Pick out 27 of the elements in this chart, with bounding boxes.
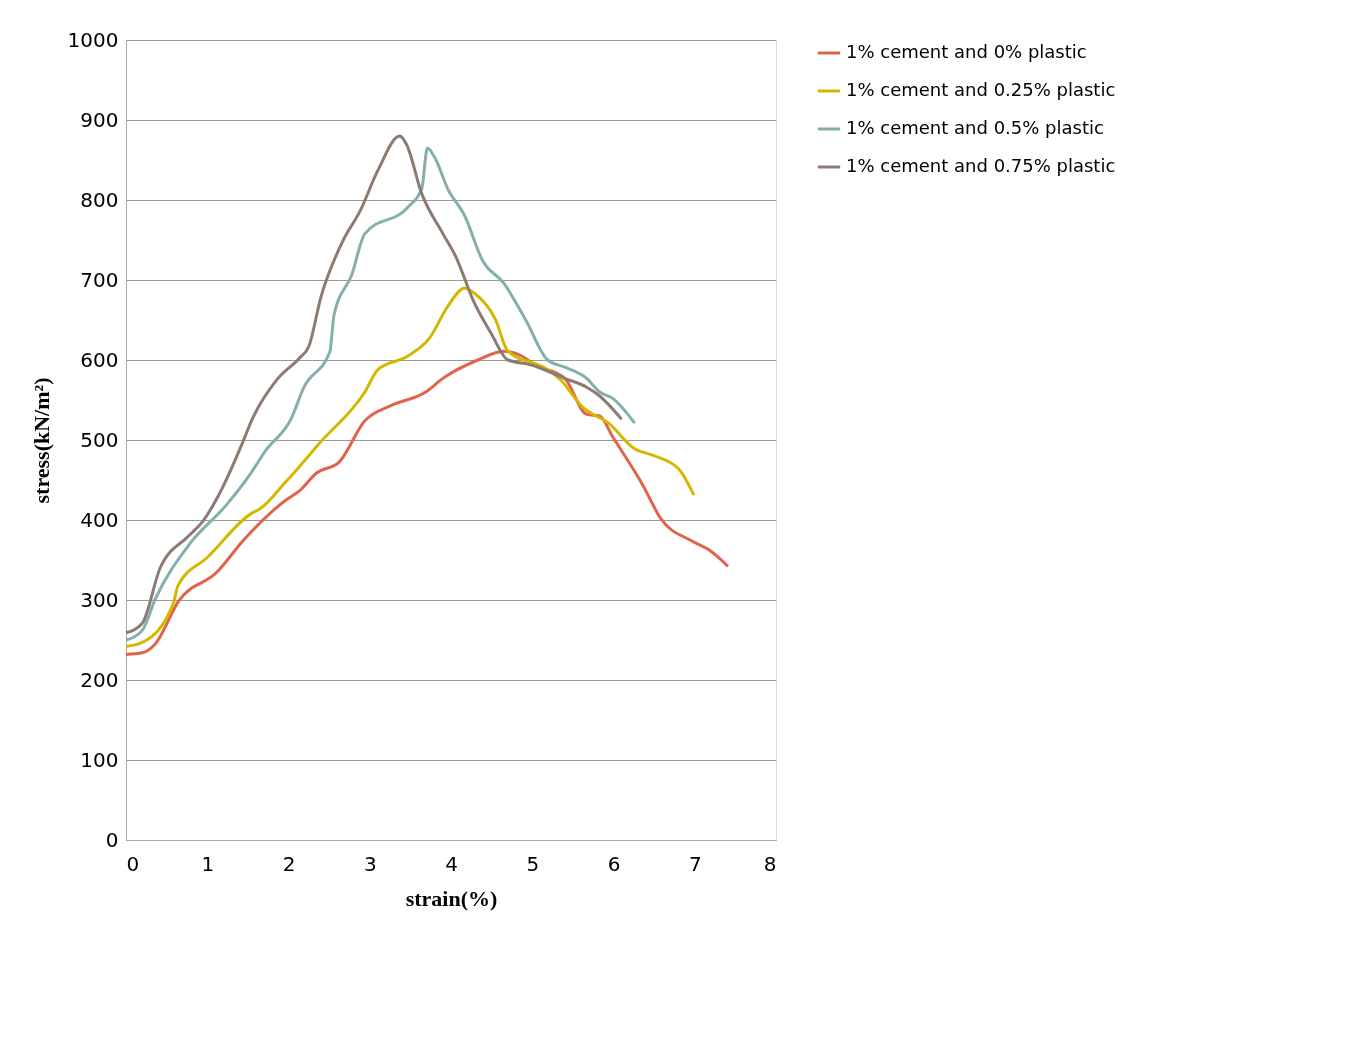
x-tick-label: 5 — [526, 851, 540, 876]
legend-label: 1% cement and 0.25% plastic — [846, 79, 1116, 100]
y-tick-label: 800 — [80, 187, 119, 212]
y-tick-label: 200 — [80, 667, 119, 692]
x-tick-label: 4 — [445, 851, 458, 876]
y-tick-label: 900 — [80, 107, 119, 132]
x-axis-title: strain(%) — [405, 885, 498, 911]
y-tick-label: 100 — [80, 747, 119, 772]
y-tick-label: 1000 — [67, 27, 119, 52]
y-tick-label: 300 — [80, 587, 119, 612]
legend-label: 1% cement and 0% plastic — [846, 41, 1087, 62]
x-tick-label: 2 — [282, 851, 296, 876]
x-tick-label: 0 — [126, 851, 140, 876]
y-tick-label: 400 — [80, 507, 119, 532]
x-tick-label: 7 — [688, 851, 702, 876]
x-tick-label: 6 — [607, 851, 621, 876]
x-tick-label: 8 — [763, 851, 777, 876]
line-series — [124, 286, 696, 648]
y-tick-label: 500 — [80, 427, 119, 452]
legend-label: 1% cement and 0.5% plastic — [846, 117, 1104, 138]
y-tick-label: 700 — [80, 267, 119, 292]
legend-label: 1% cement and 0.75% plastic — [846, 155, 1116, 176]
y-tick-label: 600 — [80, 347, 119, 372]
x-tick-label: 1 — [201, 851, 215, 876]
y-tick-label: 0 — [105, 827, 119, 852]
y-axis-title: stress(kN/m²) — [28, 377, 54, 504]
x-tick-label: 3 — [363, 851, 377, 876]
